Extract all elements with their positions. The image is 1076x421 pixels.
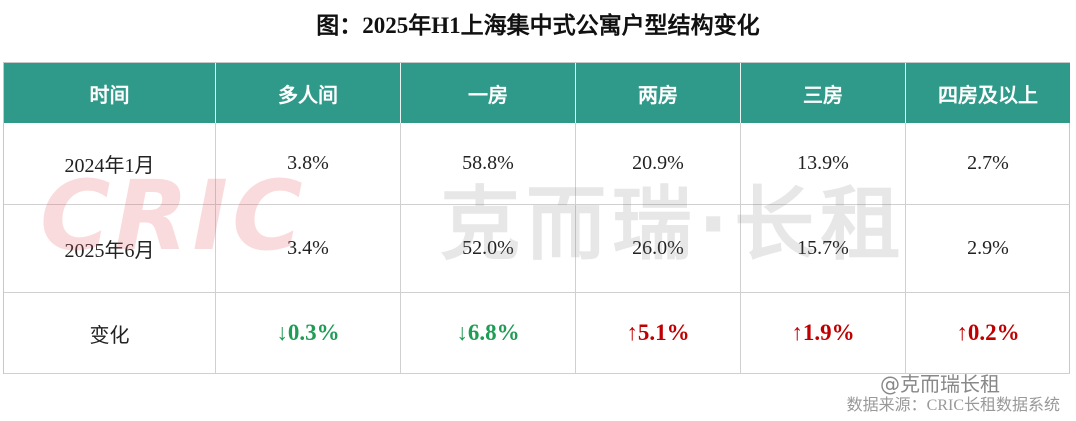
row-label: 2024年1月 bbox=[4, 123, 216, 205]
data-cell: ↑0.2% bbox=[906, 293, 1070, 374]
data-cell: 13.9% bbox=[741, 123, 906, 205]
data-cell: 52.0% bbox=[401, 205, 576, 293]
header-cell: 四房及以上 bbox=[906, 63, 1070, 123]
table: 时间 多人间 一房 两房 三房 四房及以上 2024年1月 3.8% 58.8% 20.9% 13.… bbox=[3, 62, 1070, 374]
data-cell: 3.8% bbox=[216, 123, 401, 205]
data-cell: ↓6.8% bbox=[401, 293, 576, 374]
data-cell: 58.8% bbox=[401, 123, 576, 205]
data-cell: 26.0% bbox=[576, 205, 741, 293]
header-cell: 多人间 bbox=[216, 63, 401, 123]
data-cell: ↓0.3% bbox=[216, 293, 401, 374]
data-cell: 2.7% bbox=[906, 123, 1070, 205]
row-label: 变化 bbox=[4, 293, 216, 374]
data-cell: 2.9% bbox=[906, 205, 1070, 293]
title: 图：2025年H1上海集中式公寓户型结构变化 bbox=[316, 13, 760, 38]
source: 数据来源：CRIC长租数据系统 bbox=[846, 397, 1060, 414]
row-label: 2025年6月 bbox=[4, 205, 216, 293]
data-cell: ↑5.1% bbox=[576, 293, 741, 374]
data-cell: 3.4% bbox=[216, 205, 401, 293]
header-cell: 时间 bbox=[4, 63, 216, 123]
data-cell: 20.9% bbox=[576, 123, 741, 205]
watermark-handle: @克而瑞长租 bbox=[880, 372, 1000, 396]
header-cell: 三房 bbox=[741, 63, 906, 123]
data-cell: 15.7% bbox=[741, 205, 906, 293]
header-cell: 两房 bbox=[576, 63, 741, 123]
data-cell: ↑1.9% bbox=[741, 293, 906, 374]
header-cell: 一房 bbox=[401, 63, 576, 123]
